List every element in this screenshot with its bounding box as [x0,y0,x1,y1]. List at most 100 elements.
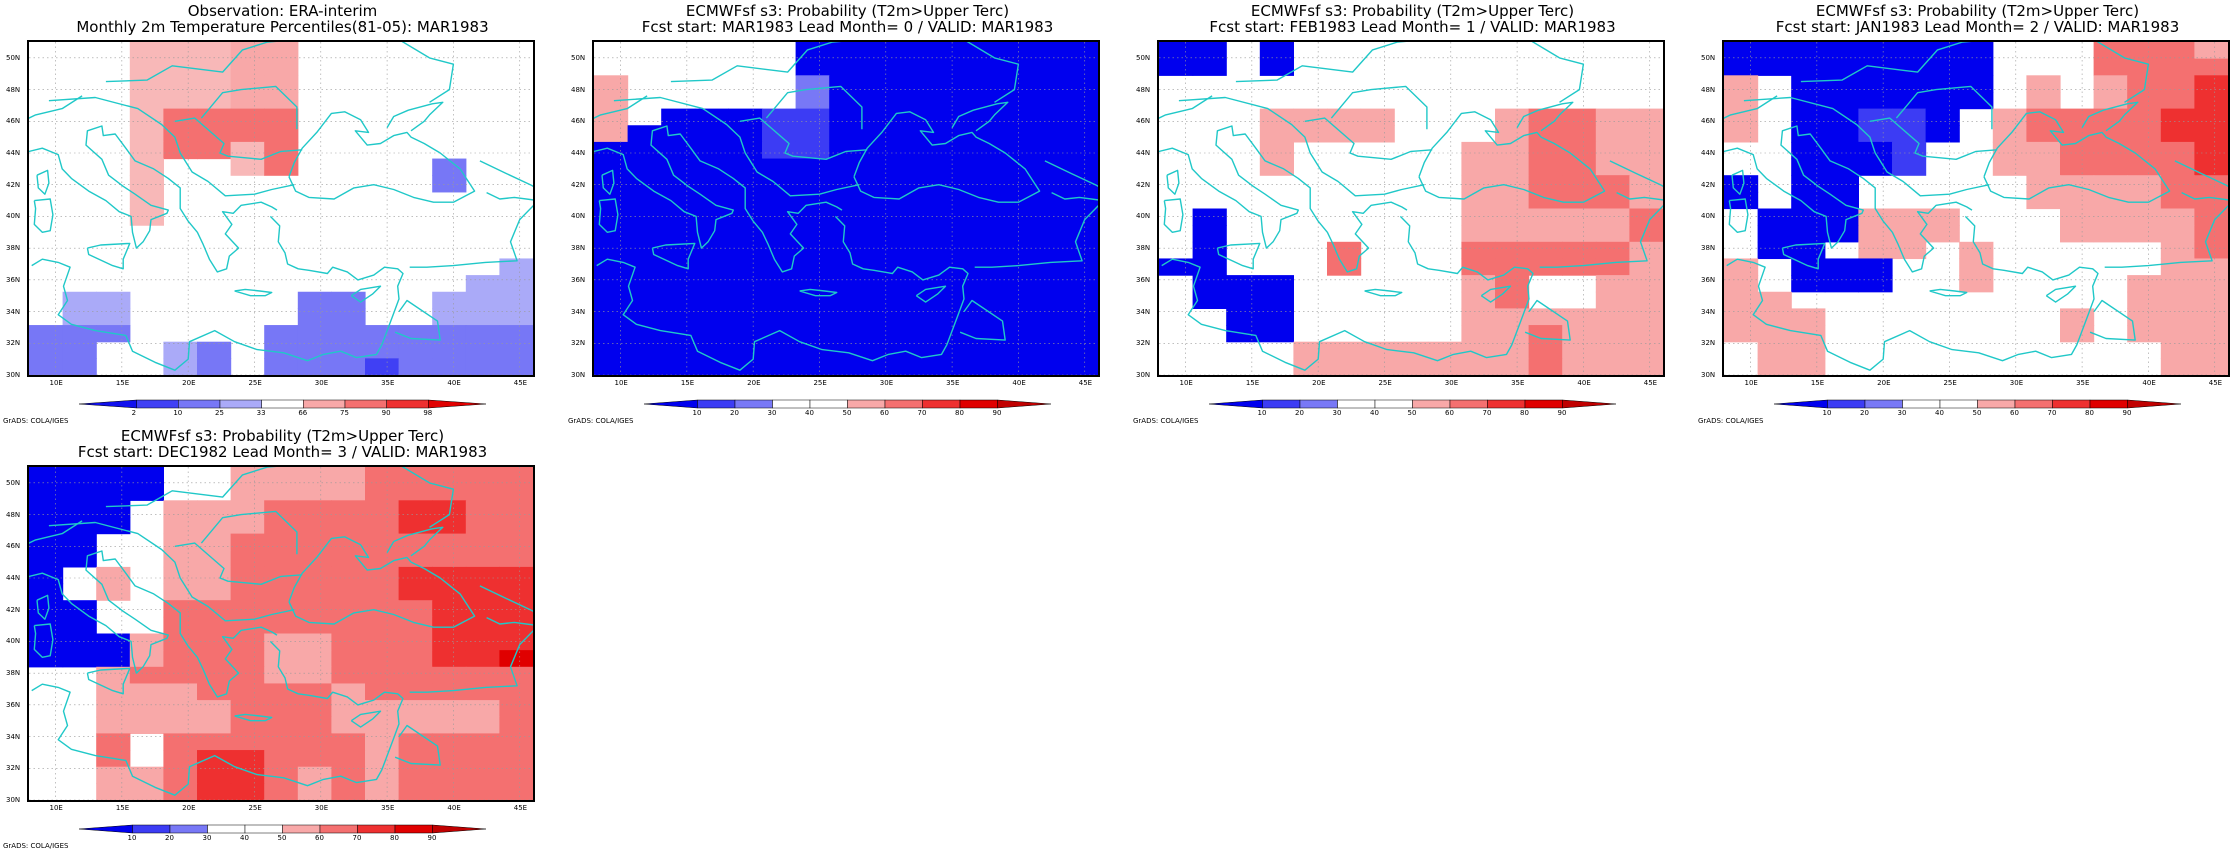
grid-cell [829,241,864,260]
grid-cell [2026,141,2061,160]
grid-cell [2160,358,2195,375]
coastline [1800,42,2150,103]
grid-cell [163,91,198,110]
lon-tick-label: 25E [1943,379,1957,387]
grid-cell [2093,225,2128,243]
coastline [33,198,54,233]
grid-cell [694,175,729,193]
grid-cell [29,566,64,585]
grid-cell [129,175,164,193]
coastline [48,96,295,197]
grid-cell [230,141,265,160]
grid-cell [62,533,97,551]
lon-tick-label: 20E [1877,379,1891,387]
map-panel-1: Observation: ERA-interim Monthly 2m Tempe… [0,0,565,425]
grid-cell [896,325,931,343]
grid-cell [1892,125,1927,143]
grid-cell [1858,225,1893,243]
grid-cell [1562,191,1597,210]
grid-cell [795,158,830,176]
grid-cell [896,358,931,375]
grid-cell [1925,58,1960,76]
grid-cell [997,141,1032,160]
grid-cell [1259,125,1294,143]
grid-cell [1824,58,1859,76]
grads-credit: GrADS: COLA/IGES [568,417,634,425]
grid-cell [465,666,500,685]
grid-cell [297,341,332,359]
coastline [2104,191,2228,268]
grid-cell [762,225,797,243]
grid-cell [963,75,998,93]
grid-cell [163,108,198,126]
grid-cell [1192,225,1227,243]
grid-cell [627,308,662,326]
colorbar-swatch [847,399,886,409]
colorbar-swatch [1827,399,1866,409]
grid-cell [465,600,500,618]
grid-cell [661,175,696,193]
grid-cell [1892,91,1927,110]
grid-cell [2160,225,2195,243]
lon-tick-label: 40E [447,379,461,387]
grid-cell [297,583,332,601]
grid-cell [365,325,400,343]
grid-cell [1030,58,1065,76]
grid-cell [2127,42,2162,60]
grid-cell [1959,241,1994,260]
grid-cell [1757,42,1792,60]
grid-cell [264,125,299,143]
grid-cell [795,108,830,126]
grid-cell [499,341,533,359]
grid-cell [930,325,965,343]
lat-tick-label: 32N [6,339,21,348]
grid-cell [129,125,164,143]
grid-cell [197,358,232,375]
grid-cell [398,766,433,784]
grid-cell [264,42,299,60]
coastline [1364,288,1403,297]
coastline [853,111,1041,203]
grid-cell [594,291,629,309]
grid-cell [432,683,467,701]
map-panel-5: ECMWFsf s3: Probability (T2m>Upper Terc)… [0,425,565,850]
grid-cell [365,583,400,601]
grid-cell [365,750,400,768]
grid-cell [1629,241,1663,260]
grid-cell [1757,325,1792,343]
grid-cell [1562,125,1597,143]
coastline [1330,85,1428,130]
colorbar-label: 20 [730,409,739,417]
grid-cell [661,358,696,375]
lat-tick-label: 30N [1136,371,1151,379]
grid-cell [963,125,998,143]
grid-cell [1293,341,1328,359]
grid-cell [694,258,729,276]
grid-cell [1064,325,1098,343]
colorbar-label: 50 [277,834,287,842]
grid-cell [762,358,797,375]
coastline [1304,117,1433,160]
grid-cell [1791,275,1826,293]
colorbar-label: 20 [1860,409,1869,417]
grid-cell [29,516,64,535]
grid-cell [930,58,965,76]
grid-cell [1992,158,2027,176]
coastline [1166,169,1180,195]
grid-cell [661,275,696,293]
grid-cell [930,158,965,176]
grid-cell [1461,141,1496,160]
colorbar-label: 10 [1822,409,1832,417]
lon-tick-label: 20E [1312,379,1326,387]
colorbar: 10 20 30 40 50 60 70 80 90 [1130,397,1695,421]
grid-cell [1064,208,1098,226]
grid-cell [1030,258,1065,276]
grid-cell [694,125,729,143]
coastline [2089,299,2136,341]
grid-cell [795,141,830,160]
lat-tick-label: 38N [6,669,21,678]
grid-cell [230,666,265,685]
grid-cell [1064,241,1098,260]
grid-cell [465,650,500,668]
grid-cell [627,341,662,359]
